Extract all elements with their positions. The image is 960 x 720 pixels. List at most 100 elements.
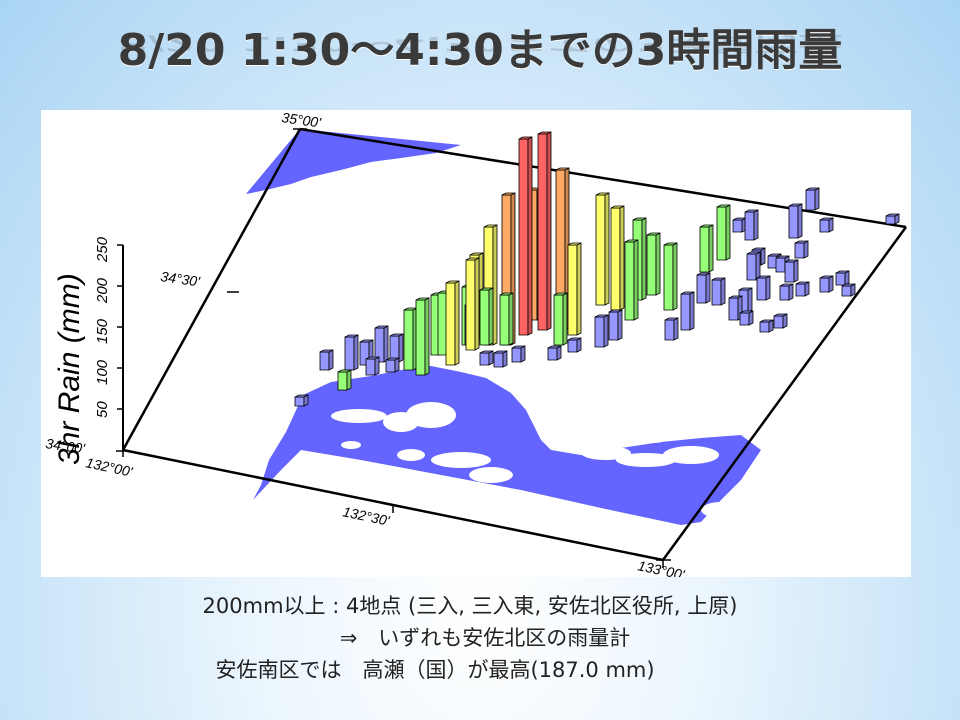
rain-bar-face	[594, 314, 609, 318]
lat-tick-35-00: 35°00'	[281, 110, 324, 131]
rain-bar-face	[663, 242, 678, 246]
rain-bar-face	[759, 321, 770, 333]
rain-bar-face	[319, 351, 330, 371]
rain-bar-face	[337, 371, 348, 391]
rain-bars	[294, 131, 900, 407]
rain-bar-face	[576, 242, 582, 336]
map-islands	[331, 402, 741, 518]
rain-bar-face	[469, 252, 484, 256]
rain-bar-face	[673, 317, 679, 341]
rain-bar-face	[773, 315, 784, 329]
rain-bar-face	[319, 349, 334, 353]
z-tick-200: 200	[94, 277, 111, 304]
rain-bar-face	[374, 356, 380, 376]
rain-bar-face	[705, 272, 711, 304]
z-tick-250: 250	[94, 236, 111, 263]
note-asaminami-max: 安佐南区では 高瀬（国）が最高(187.0 mm)	[215, 658, 655, 682]
rain-bar-face	[547, 347, 558, 361]
rain-bar-face	[711, 277, 726, 281]
slide-title: 8/20 1:30～4:30までの3時間雨量	[117, 25, 843, 76]
rain-bar-face	[479, 289, 490, 346]
rain-bar-face	[803, 240, 809, 259]
rain-bar-face	[664, 319, 675, 341]
rain-bar-face	[520, 345, 526, 363]
rain-bar-face	[537, 131, 552, 135]
rain-bar-face	[389, 333, 404, 337]
rain-bar-face	[344, 334, 359, 338]
rain-bar-face	[385, 359, 396, 373]
rain-bar-face	[819, 277, 830, 293]
rain-bar-face	[445, 282, 456, 366]
rain-bar-face	[835, 270, 850, 274]
rain-bar-face	[841, 285, 852, 297]
slide-notes: 200mm以上 : 4地点 (三入, 三入東, 安佐北区役所, 上原) ⇒ いず…	[0, 590, 960, 686]
rain-bar-face	[663, 244, 674, 311]
rain-bar-face	[672, 242, 678, 311]
rain-bar-face	[788, 205, 799, 239]
rain-bar-face	[805, 187, 820, 191]
rain-bar-face	[746, 253, 757, 281]
rain-bar-face	[646, 234, 657, 296]
rain-bar-face	[493, 350, 508, 354]
rain-bar-face	[604, 192, 610, 306]
rain-bar-face	[633, 239, 639, 321]
rain-bar-face	[344, 336, 355, 371]
note-asakita: ⇒ いずれも安佐北区の雨量計	[339, 626, 631, 650]
rain-bar-face	[765, 275, 771, 301]
chart-canvas: 50 100 150 200 250 3hr Rain (mm) 35°00' …	[45, 110, 908, 577]
rain-bar-face	[664, 317, 679, 321]
rain-bar-face	[828, 275, 834, 293]
rain-bar-face	[739, 310, 754, 314]
rain-bar-face	[885, 215, 896, 225]
rain-bar-face	[699, 226, 710, 273]
rain-bar-face	[725, 204, 731, 261]
rain-bar-face	[594, 316, 605, 348]
rain-bar-face	[680, 293, 691, 331]
rain-bar-face	[346, 369, 352, 391]
rain-bar-face	[775, 257, 786, 273]
rain-bar-face	[474, 257, 480, 351]
rain-bar-face	[567, 244, 578, 336]
rain-bar-face	[493, 352, 504, 368]
rain-bar-face	[696, 272, 711, 276]
rain-bar-face	[793, 259, 799, 283]
rain-bar-face	[788, 283, 794, 301]
rain-bar-face	[814, 187, 820, 211]
rain-bar-face	[465, 259, 476, 351]
rain-bar-face	[756, 275, 771, 279]
rain-bar-face	[753, 209, 759, 241]
rain-bar-face	[501, 192, 516, 196]
rain-bar-face	[499, 292, 514, 296]
rain-bar-face	[374, 325, 389, 329]
rain-bar-face	[779, 285, 790, 301]
rain-bar-face	[711, 279, 722, 306]
rain-bar-face	[747, 287, 753, 313]
rain-bar-face	[759, 319, 774, 323]
rain-bar-face	[779, 283, 794, 287]
rain-bar-face	[795, 283, 806, 297]
rain-bar-face	[619, 205, 625, 311]
rain-bar-face	[624, 241, 635, 321]
z-tick-100: 100	[94, 359, 111, 385]
rain-bar-face	[511, 347, 522, 363]
rain-bar-face	[760, 247, 766, 266]
rain-bar-face	[795, 281, 810, 285]
rain-bar-face	[784, 261, 795, 283]
rain-bar-face	[756, 277, 767, 301]
rain-bar-face	[841, 283, 856, 287]
rain-bar-face	[797, 203, 803, 239]
rain-bar-face	[767, 253, 782, 257]
rain-bar-face	[595, 192, 610, 196]
rain-bar-face	[553, 292, 568, 296]
rain-bar-face	[415, 299, 426, 376]
rain-bar-face	[383, 325, 389, 363]
rain-bar-face	[365, 358, 376, 376]
rain-bar-face	[608, 309, 623, 313]
rain-bar-face	[655, 232, 661, 296]
z-axis-labels: 50 100 150 200 250 3hr Rain (mm)	[53, 236, 111, 465]
rain-bar-face	[415, 297, 430, 301]
rain-bar-face	[773, 313, 788, 317]
rain-bar-face	[553, 294, 564, 346]
rain-bar-face	[465, 257, 480, 261]
lon-tick-132-00: 132°00'	[84, 454, 135, 480]
